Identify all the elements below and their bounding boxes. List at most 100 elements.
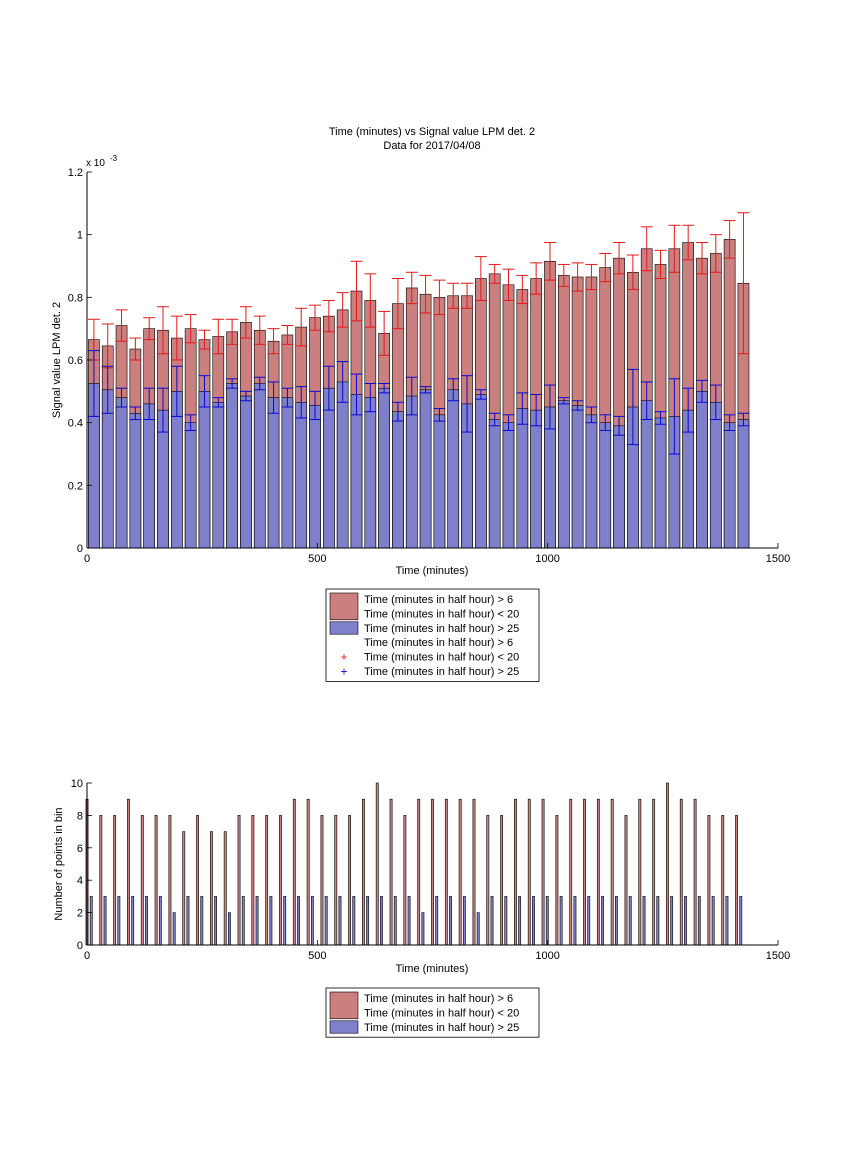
bar <box>292 798 296 946</box>
bar <box>320 815 324 946</box>
y-tick-label: 6 <box>77 843 83 855</box>
bar <box>253 383 266 549</box>
bar <box>103 896 107 946</box>
legend-box <box>325 588 540 682</box>
legend-swatch <box>329 1020 359 1034</box>
bar <box>656 896 660 946</box>
bar <box>143 403 156 549</box>
bar <box>735 815 738 946</box>
bar <box>541 798 545 946</box>
bar <box>131 896 135 946</box>
bar <box>350 394 363 549</box>
x-axis-label: Time (minutes) <box>396 565 469 577</box>
bar <box>502 422 515 549</box>
bar <box>488 419 501 549</box>
x-tick-label: 1500 <box>766 553 790 565</box>
bar <box>462 896 466 946</box>
y-axis-exponent-base: x 10 <box>86 158 105 169</box>
legend-box <box>325 987 540 1038</box>
bar <box>283 896 287 946</box>
x-tick-label: 0 <box>84 553 90 565</box>
bar <box>559 896 563 946</box>
y-tick-label: 2 <box>77 908 83 920</box>
bar <box>310 896 314 946</box>
bar <box>433 414 446 549</box>
bar <box>240 395 252 549</box>
bar <box>599 422 612 549</box>
bar <box>500 815 504 946</box>
legend-entry: Time (minutes in half hour) > 25 <box>364 666 519 678</box>
bar <box>309 405 321 549</box>
bar <box>514 798 517 946</box>
x-axis-label: Time (minutes) <box>396 963 469 975</box>
bar <box>654 417 667 549</box>
bar <box>198 391 211 549</box>
y-tick-label: 0.2 <box>68 480 83 492</box>
legend-swatch <box>329 991 359 1020</box>
bar <box>419 389 432 549</box>
legend-marker: + <box>340 664 347 678</box>
bar <box>431 798 434 946</box>
bar <box>642 896 646 946</box>
bar <box>392 411 404 549</box>
bar <box>532 896 535 946</box>
x-tick-label: 1000 <box>535 553 559 565</box>
bar <box>196 815 199 946</box>
y-tick-label: 0 <box>77 543 83 555</box>
bar <box>444 798 448 946</box>
chart-title: Time (minutes) vs Signal value LPM det. … <box>329 126 535 138</box>
bar <box>530 409 542 549</box>
bar <box>127 798 130 946</box>
y-tick-label: 0 <box>77 940 83 952</box>
bar <box>117 896 121 946</box>
bar <box>297 896 300 946</box>
chart-subtitle: Data for 2017/04/08 <box>383 140 480 152</box>
bar <box>145 896 148 946</box>
bar <box>168 815 172 946</box>
bar <box>378 387 390 549</box>
bar <box>723 422 736 549</box>
y-axis-exponent-power: -3 <box>110 154 118 163</box>
bar <box>336 381 349 549</box>
bar <box>214 896 218 946</box>
y-axis-label: Signal value LPM det. 2 <box>51 302 63 418</box>
bar <box>458 798 462 946</box>
bar <box>670 896 674 946</box>
bar <box>241 896 245 946</box>
bar <box>624 815 628 946</box>
legend-entry: Time (minutes in half hour) > 6 <box>364 993 513 1005</box>
bar <box>417 798 421 946</box>
bar <box>696 391 708 549</box>
bar <box>182 831 186 946</box>
bar <box>407 896 411 946</box>
x-tick-label: 500 <box>308 553 326 565</box>
legend-swatch <box>329 621 359 635</box>
bar <box>476 912 480 946</box>
x-tick-label: 1000 <box>535 950 559 962</box>
bar <box>281 397 294 549</box>
bar <box>709 401 722 549</box>
bar <box>251 815 255 946</box>
legend-swatch <box>329 592 359 621</box>
bar <box>449 896 452 946</box>
bar <box>614 896 618 946</box>
bar <box>389 798 393 946</box>
bar <box>569 798 573 946</box>
bar <box>557 400 570 549</box>
bar <box>267 397 280 549</box>
legend-marker: + <box>340 650 347 664</box>
legend-entry: Time (minutes in half hour) > 6 <box>364 637 513 649</box>
bar <box>490 896 494 946</box>
bar <box>154 815 158 946</box>
y-tick-label: 1 <box>77 230 83 242</box>
bar <box>200 896 204 946</box>
bar <box>209 831 213 946</box>
bar <box>679 798 683 946</box>
bar <box>140 815 144 946</box>
bar <box>129 412 142 549</box>
bar <box>721 815 725 946</box>
bar <box>725 896 729 946</box>
bar <box>652 798 656 946</box>
bar <box>223 831 227 946</box>
bar <box>447 389 460 549</box>
